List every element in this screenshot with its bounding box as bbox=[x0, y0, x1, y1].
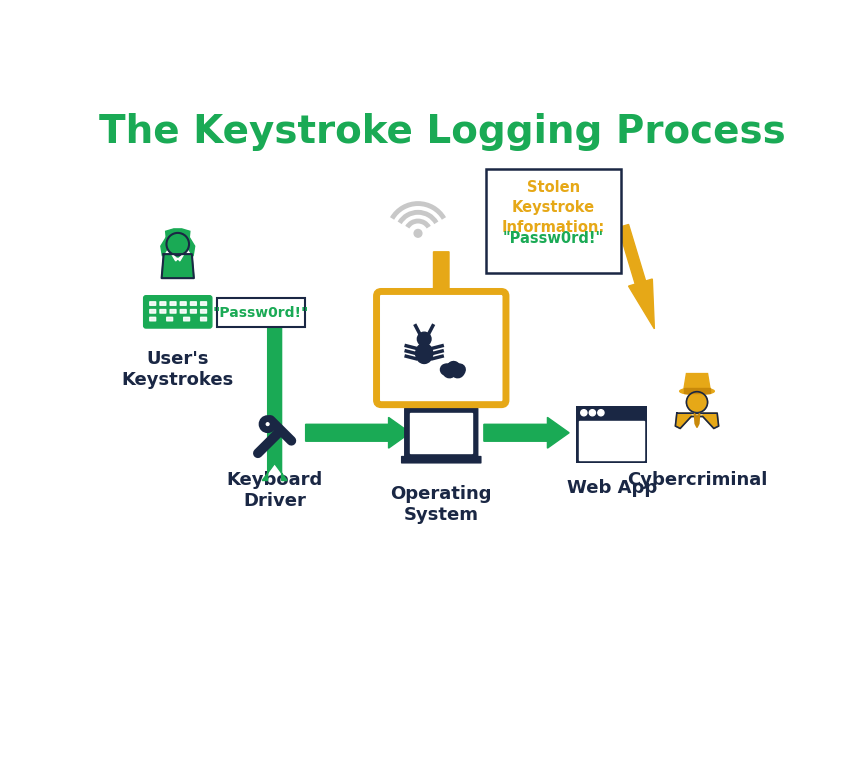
Polygon shape bbox=[676, 413, 719, 428]
Text: The Keystroke Logging Process: The Keystroke Logging Process bbox=[99, 114, 786, 151]
FancyBboxPatch shape bbox=[143, 296, 212, 328]
Bar bbox=[579, 421, 645, 460]
Ellipse shape bbox=[416, 344, 433, 363]
FancyBboxPatch shape bbox=[149, 301, 156, 305]
FancyBboxPatch shape bbox=[181, 301, 186, 305]
Circle shape bbox=[262, 419, 273, 430]
Bar bbox=[174, 248, 181, 255]
Text: Keyboard
Driver: Keyboard Driver bbox=[226, 471, 323, 510]
Polygon shape bbox=[691, 413, 702, 421]
FancyBboxPatch shape bbox=[149, 317, 156, 321]
Circle shape bbox=[287, 436, 292, 441]
FancyBboxPatch shape bbox=[167, 317, 173, 321]
Circle shape bbox=[167, 233, 189, 255]
FancyBboxPatch shape bbox=[160, 309, 166, 313]
Polygon shape bbox=[428, 252, 455, 310]
Polygon shape bbox=[306, 417, 410, 448]
FancyBboxPatch shape bbox=[401, 456, 481, 464]
Circle shape bbox=[598, 410, 604, 416]
Polygon shape bbox=[683, 373, 710, 392]
Polygon shape bbox=[484, 417, 569, 448]
Circle shape bbox=[414, 229, 422, 237]
Circle shape bbox=[581, 410, 587, 416]
FancyBboxPatch shape bbox=[181, 309, 186, 313]
Bar bbox=[410, 413, 473, 453]
Polygon shape bbox=[172, 254, 184, 261]
Circle shape bbox=[441, 364, 451, 375]
Polygon shape bbox=[446, 392, 471, 408]
FancyBboxPatch shape bbox=[184, 317, 189, 321]
Polygon shape bbox=[412, 405, 436, 421]
Text: User's
Keystrokes: User's Keystrokes bbox=[122, 350, 234, 389]
Polygon shape bbox=[166, 229, 190, 240]
FancyBboxPatch shape bbox=[200, 301, 206, 305]
FancyBboxPatch shape bbox=[170, 309, 176, 313]
FancyBboxPatch shape bbox=[200, 309, 206, 313]
Circle shape bbox=[589, 410, 595, 416]
Text: Operating
System: Operating System bbox=[391, 485, 492, 524]
Polygon shape bbox=[162, 254, 194, 278]
Text: "Passw0rd!": "Passw0rd!" bbox=[213, 305, 308, 319]
Text: Web App: Web App bbox=[567, 479, 657, 497]
Text: Stolen
Keystroke
Information:: Stolen Keystroke Information: bbox=[502, 180, 606, 235]
FancyBboxPatch shape bbox=[576, 406, 647, 463]
Circle shape bbox=[686, 392, 708, 413]
Bar bbox=[683, 388, 710, 392]
Polygon shape bbox=[695, 413, 700, 428]
FancyBboxPatch shape bbox=[190, 309, 196, 313]
FancyBboxPatch shape bbox=[404, 406, 479, 459]
FancyBboxPatch shape bbox=[486, 169, 621, 272]
Polygon shape bbox=[161, 237, 168, 256]
Ellipse shape bbox=[680, 388, 715, 395]
Text: "Passw0rd!": "Passw0rd!" bbox=[503, 231, 604, 246]
Polygon shape bbox=[187, 237, 194, 256]
FancyBboxPatch shape bbox=[190, 301, 196, 305]
Polygon shape bbox=[618, 225, 654, 329]
FancyBboxPatch shape bbox=[217, 298, 305, 327]
FancyBboxPatch shape bbox=[200, 317, 206, 321]
Circle shape bbox=[417, 332, 431, 346]
FancyBboxPatch shape bbox=[160, 301, 166, 305]
Polygon shape bbox=[263, 300, 287, 481]
FancyBboxPatch shape bbox=[149, 309, 156, 313]
FancyBboxPatch shape bbox=[170, 301, 176, 305]
FancyBboxPatch shape bbox=[377, 291, 506, 405]
Text: Cybercriminal: Cybercriminal bbox=[626, 471, 767, 489]
